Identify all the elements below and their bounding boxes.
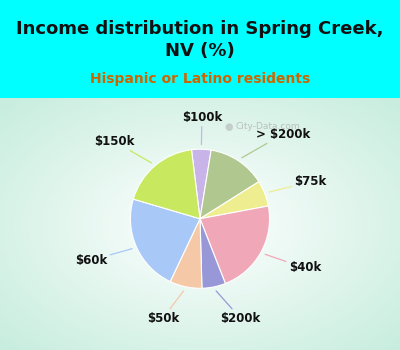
- Text: $40k: $40k: [265, 254, 321, 274]
- Wedge shape: [170, 219, 202, 288]
- Text: $100k: $100k: [182, 111, 222, 145]
- Wedge shape: [200, 206, 270, 284]
- Text: ●: ●: [225, 122, 233, 132]
- Wedge shape: [130, 199, 200, 282]
- Text: > $200k: > $200k: [242, 128, 310, 158]
- Wedge shape: [200, 219, 225, 288]
- Text: Income distribution in Spring Creek,
NV (%): Income distribution in Spring Creek, NV …: [16, 20, 384, 60]
- Text: Hispanic or Latino residents: Hispanic or Latino residents: [90, 72, 310, 86]
- Wedge shape: [200, 150, 259, 219]
- Text: $150k: $150k: [94, 135, 151, 163]
- Wedge shape: [133, 150, 200, 219]
- Text: $200k: $200k: [216, 291, 260, 325]
- Text: $60k: $60k: [75, 249, 132, 267]
- Text: $75k: $75k: [269, 175, 327, 192]
- Text: $50k: $50k: [147, 291, 184, 324]
- Wedge shape: [192, 149, 211, 219]
- Wedge shape: [200, 182, 268, 219]
- Text: City-Data.com: City-Data.com: [235, 122, 300, 132]
